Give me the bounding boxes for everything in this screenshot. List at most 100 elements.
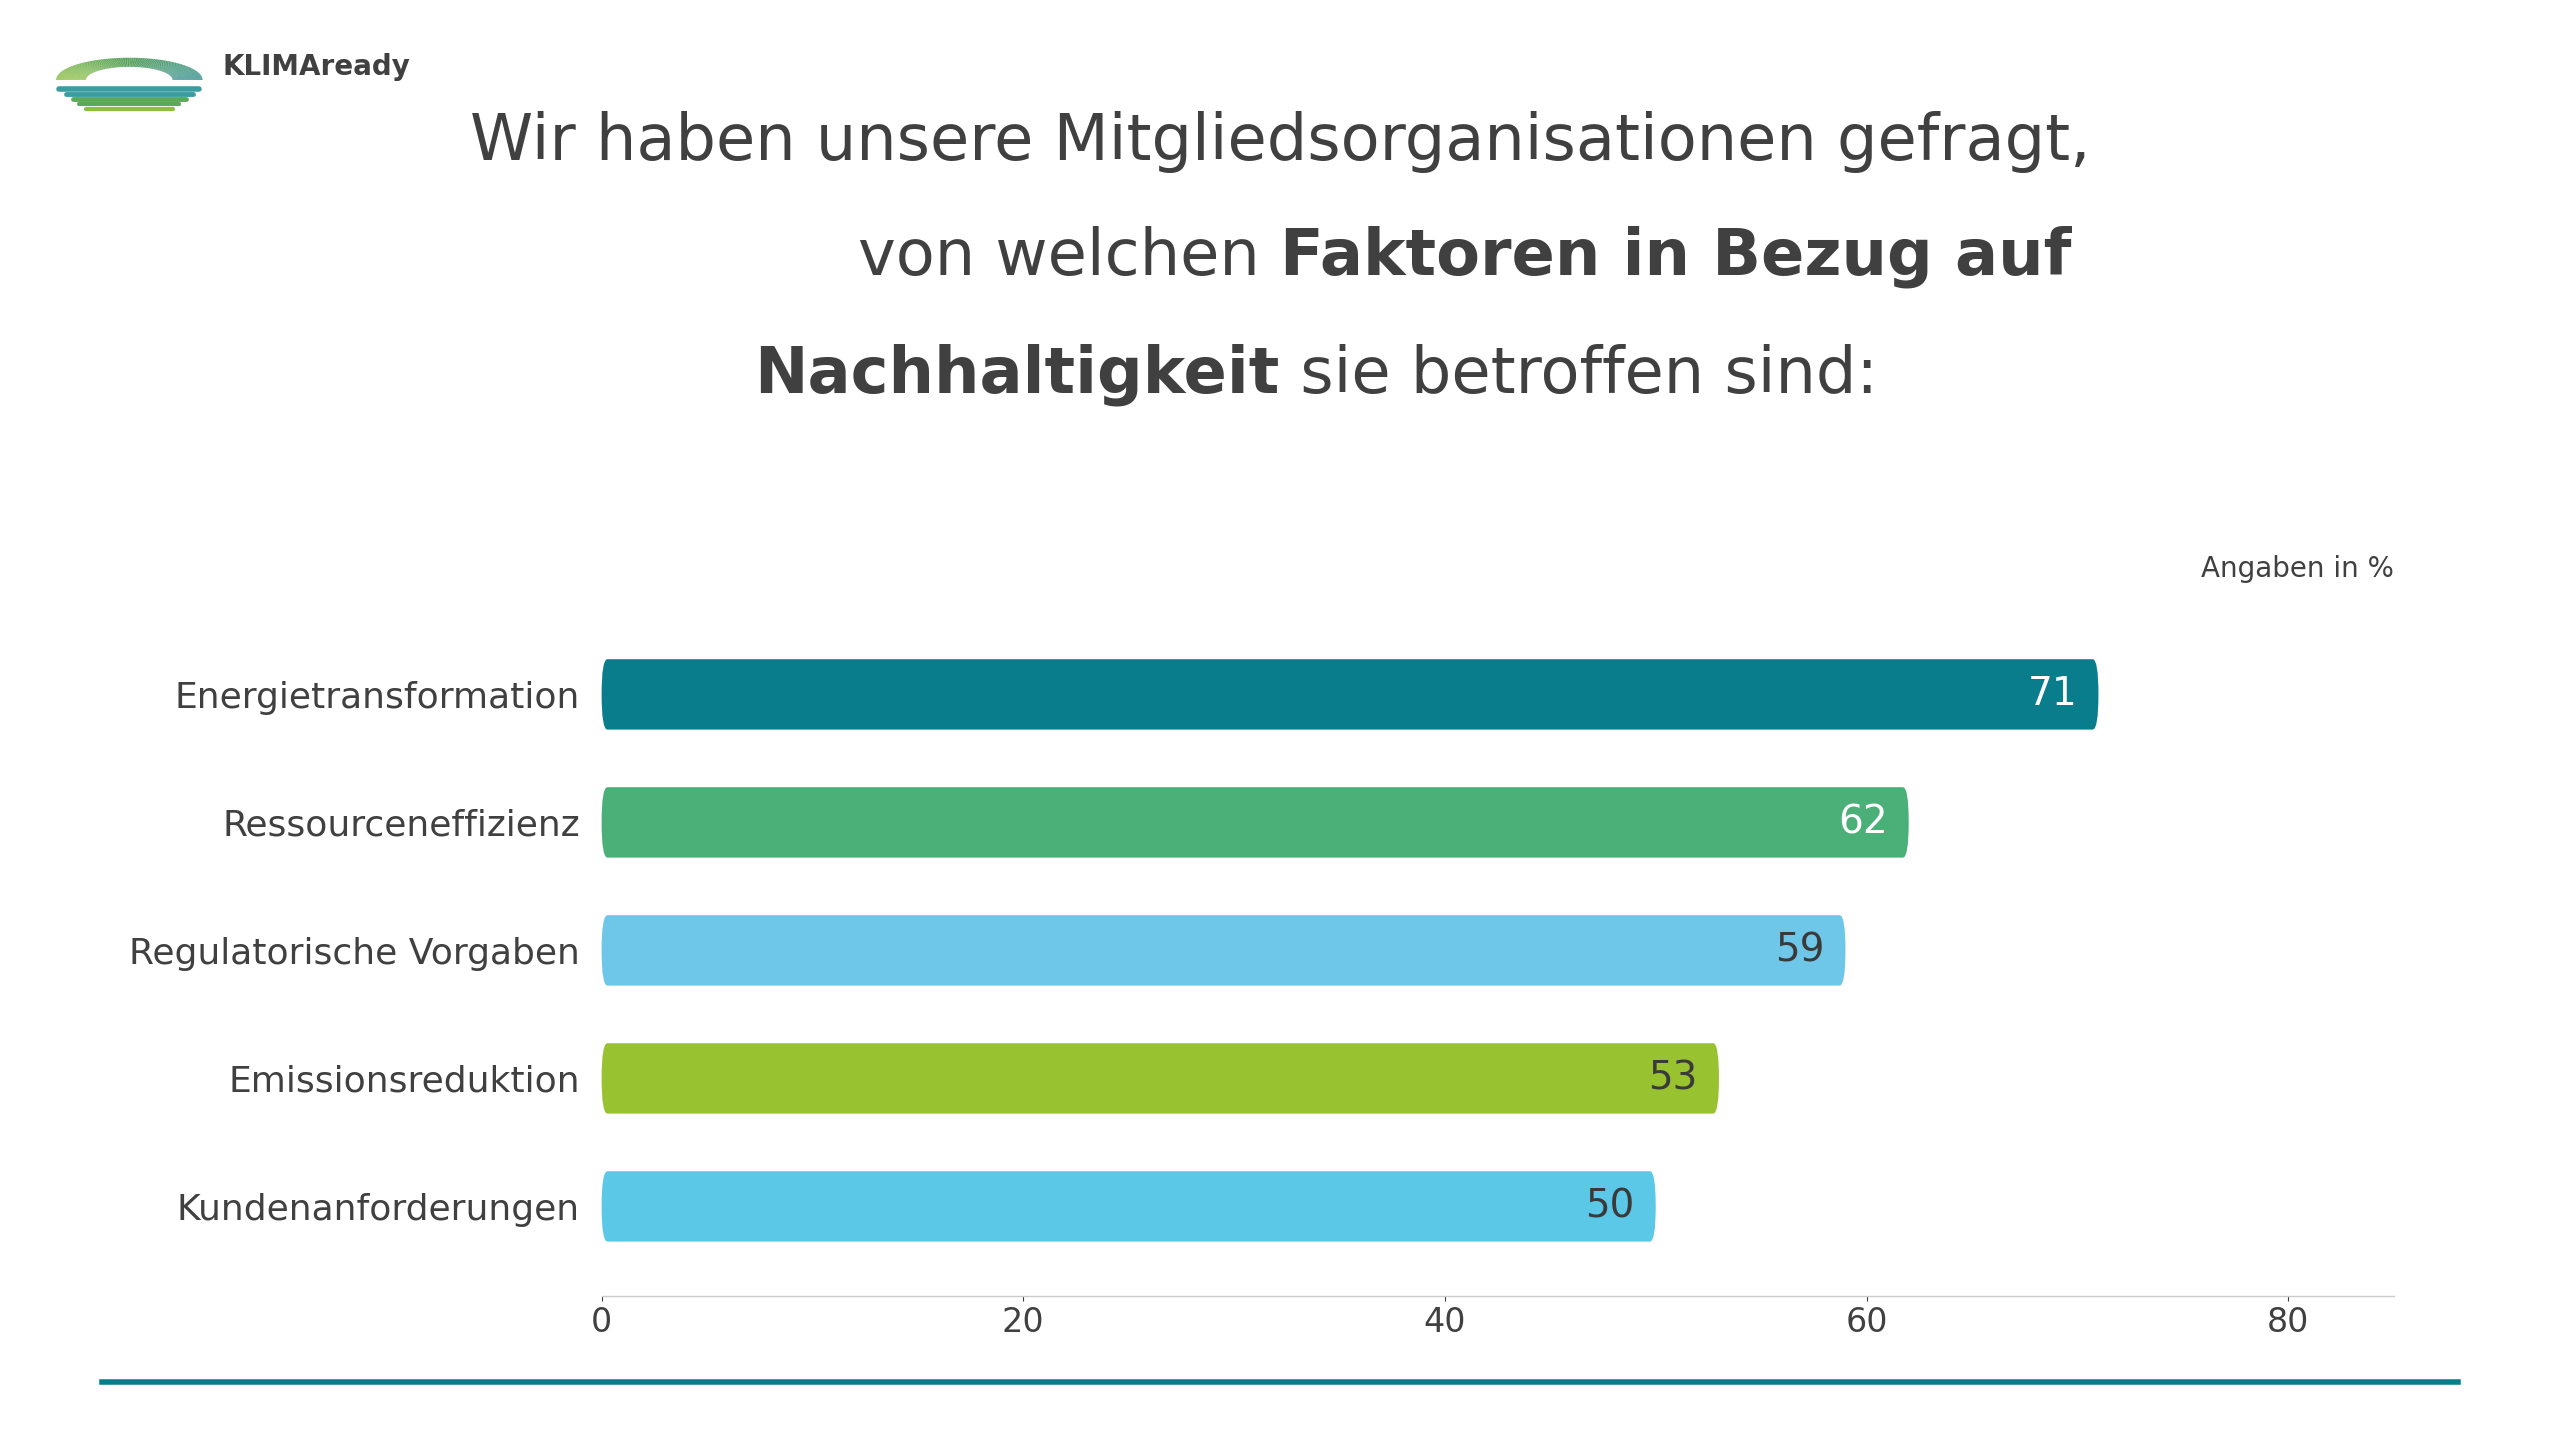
Polygon shape (148, 60, 161, 68)
Polygon shape (156, 62, 177, 69)
Polygon shape (156, 63, 177, 71)
Polygon shape (164, 66, 189, 72)
Text: sie betroffen sind:: sie betroffen sind: (1280, 344, 1879, 406)
Polygon shape (59, 72, 90, 76)
Polygon shape (172, 75, 202, 78)
Polygon shape (164, 68, 192, 73)
Polygon shape (59, 73, 87, 76)
FancyBboxPatch shape (602, 1043, 1718, 1113)
Polygon shape (154, 62, 172, 69)
Text: Nachhaltigkeit: Nachhaltigkeit (755, 344, 1280, 406)
Polygon shape (56, 76, 87, 78)
Polygon shape (90, 60, 108, 69)
Polygon shape (61, 72, 90, 75)
Polygon shape (172, 73, 200, 76)
Polygon shape (110, 58, 120, 68)
Polygon shape (169, 72, 197, 75)
Polygon shape (146, 59, 161, 68)
Polygon shape (64, 69, 92, 73)
Polygon shape (154, 60, 172, 69)
Polygon shape (95, 60, 110, 69)
Polygon shape (166, 69, 195, 73)
Text: Angaben in %: Angaben in % (2202, 556, 2394, 583)
Polygon shape (169, 72, 200, 76)
Polygon shape (102, 59, 115, 68)
Polygon shape (56, 75, 87, 78)
Polygon shape (56, 76, 87, 78)
Polygon shape (64, 69, 92, 73)
Polygon shape (72, 65, 97, 72)
Polygon shape (136, 58, 141, 68)
Polygon shape (92, 60, 108, 69)
Polygon shape (172, 73, 200, 76)
FancyBboxPatch shape (602, 660, 2099, 730)
Polygon shape (74, 65, 97, 71)
Polygon shape (172, 76, 202, 78)
Text: von welchen: von welchen (858, 226, 1280, 288)
Text: Wir haben unsere Mitgliedsorganisationen gefragt,: Wir haben unsere Mitgliedsorganisationen… (468, 111, 2092, 173)
Polygon shape (159, 65, 182, 71)
Polygon shape (69, 66, 95, 72)
Polygon shape (141, 59, 148, 68)
Polygon shape (100, 59, 113, 68)
Polygon shape (148, 60, 164, 69)
Polygon shape (59, 73, 87, 76)
Text: KLIMAready: KLIMAready (223, 53, 410, 81)
Polygon shape (125, 58, 128, 66)
Polygon shape (143, 59, 156, 68)
Polygon shape (84, 62, 105, 69)
Polygon shape (169, 71, 197, 75)
Polygon shape (69, 66, 95, 72)
Polygon shape (115, 58, 123, 68)
Polygon shape (166, 69, 195, 73)
Polygon shape (138, 58, 148, 68)
Polygon shape (131, 58, 133, 66)
Polygon shape (61, 71, 90, 75)
Polygon shape (82, 62, 102, 69)
Polygon shape (87, 62, 105, 69)
Polygon shape (120, 58, 125, 66)
Polygon shape (123, 58, 125, 66)
Polygon shape (133, 58, 138, 66)
FancyBboxPatch shape (602, 1171, 1656, 1241)
Polygon shape (164, 66, 189, 72)
Text: 53: 53 (1649, 1060, 1697, 1097)
Polygon shape (108, 59, 118, 68)
Polygon shape (82, 63, 102, 71)
Text: 71: 71 (2028, 675, 2076, 713)
Polygon shape (118, 58, 123, 68)
Polygon shape (133, 58, 136, 66)
Polygon shape (113, 58, 120, 68)
Text: 50: 50 (1585, 1188, 1636, 1225)
Polygon shape (97, 60, 110, 68)
Polygon shape (146, 59, 159, 68)
Polygon shape (166, 68, 192, 73)
FancyBboxPatch shape (602, 916, 1846, 985)
Polygon shape (56, 78, 87, 79)
Polygon shape (59, 75, 87, 78)
Polygon shape (143, 59, 154, 68)
Polygon shape (67, 68, 92, 73)
Text: 62: 62 (1838, 804, 1887, 841)
Polygon shape (151, 60, 166, 69)
Polygon shape (172, 75, 200, 78)
Polygon shape (161, 65, 184, 71)
Polygon shape (141, 59, 151, 68)
Polygon shape (61, 71, 90, 75)
Polygon shape (172, 78, 202, 79)
FancyBboxPatch shape (602, 788, 1910, 858)
Polygon shape (161, 65, 187, 72)
Polygon shape (87, 60, 105, 69)
Polygon shape (159, 63, 179, 71)
Polygon shape (67, 68, 95, 73)
Polygon shape (110, 59, 118, 68)
Polygon shape (64, 71, 90, 75)
Polygon shape (105, 59, 115, 68)
Polygon shape (77, 65, 100, 71)
Polygon shape (164, 66, 187, 72)
Polygon shape (97, 59, 113, 68)
Text: Faktoren in Bezug auf: Faktoren in Bezug auf (1280, 226, 2071, 288)
Polygon shape (72, 66, 95, 72)
Polygon shape (136, 58, 143, 68)
Polygon shape (169, 71, 197, 75)
